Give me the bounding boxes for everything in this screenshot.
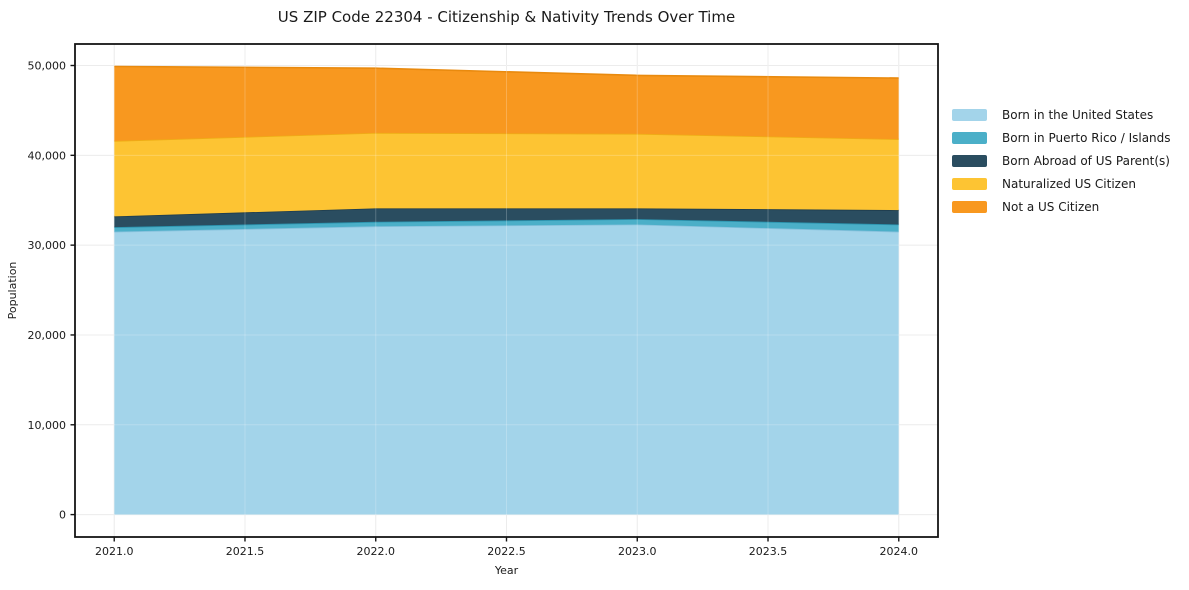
area-series [114, 66, 899, 141]
y-tick-label: 20,000 [28, 329, 67, 342]
y-tick-label: 50,000 [28, 60, 67, 73]
legend-label: Naturalized US Citizen [1002, 176, 1136, 191]
x-tick-label: 2021.5 [226, 545, 265, 558]
y-tick-label: 40,000 [28, 149, 67, 162]
x-tick-label: 2023.5 [749, 545, 788, 558]
x-tick-label: 2023.0 [618, 545, 657, 558]
legend-swatch [952, 177, 987, 190]
x-tick-label: 2022.0 [356, 545, 395, 558]
legend-item: Born in Puerto Rico / Islands [952, 126, 1171, 149]
legend-item: Born Abroad of US Parent(s) [952, 149, 1171, 172]
y-tick-label: 10,000 [28, 419, 67, 432]
x-tick-label: 2021.0 [95, 545, 134, 558]
area-series [114, 224, 899, 515]
area-series [114, 208, 899, 228]
y-tick-label: 0 [59, 509, 66, 522]
legend: Born in the United States Born in Puerto … [952, 103, 1171, 218]
legend-label: Not a US Citizen [1002, 199, 1100, 214]
legend-item: Naturalized US Citizen [952, 172, 1171, 195]
area-series [114, 219, 899, 232]
legend-label: Born Abroad of US Parent(s) [1002, 153, 1170, 168]
x-tick-label: 2022.5 [487, 545, 526, 558]
legend-swatch [952, 131, 987, 144]
area-series-edge [114, 65, 899, 79]
legend-swatch [952, 108, 987, 121]
area-series [114, 132, 899, 217]
chart-title: US ZIP Code 22304 - Citizenship & Nativi… [277, 8, 736, 26]
legend-label: Born in Puerto Rico / Islands [1002, 130, 1171, 145]
legend-label: Born in the United States [1002, 107, 1154, 122]
x-tick-label: 2024.0 [880, 545, 919, 558]
y-tick-label: 30,000 [28, 239, 67, 252]
legend-swatch [952, 154, 987, 167]
x-axis-label: Year [494, 564, 519, 577]
legend-item: Born in the United States [952, 103, 1171, 126]
legend-item: Not a US Citizen [952, 195, 1171, 218]
y-axis-label: Population [6, 262, 19, 320]
legend-swatch [952, 200, 987, 213]
